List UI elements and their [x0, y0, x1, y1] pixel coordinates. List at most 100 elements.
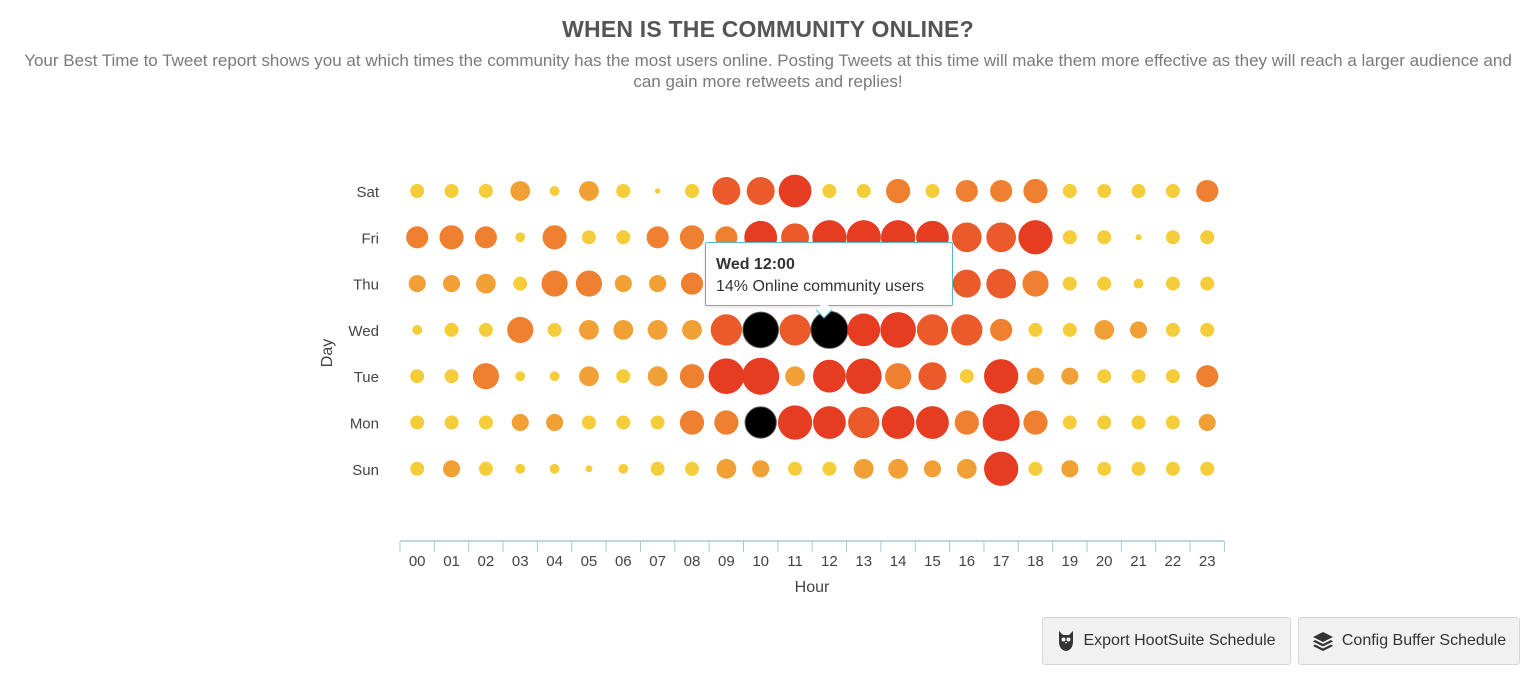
bubble-point[interactable]: [478, 461, 493, 476]
bubble-point[interactable]: [513, 276, 528, 291]
bubble-point[interactable]: [916, 314, 949, 346]
bubble-point[interactable]: [616, 184, 631, 198]
bubble-point[interactable]: [682, 320, 702, 340]
bubble-point[interactable]: [1198, 413, 1216, 432]
bubble-point[interactable]: [474, 226, 497, 249]
bubble-point[interactable]: [916, 406, 949, 439]
bubble-point[interactable]: [1028, 322, 1043, 337]
bubble-point[interactable]: [1097, 230, 1112, 245]
bubble-point[interactable]: [810, 310, 849, 349]
bubble-point[interactable]: [856, 184, 871, 198]
bubble-point[interactable]: [881, 406, 915, 439]
bubble-point[interactable]: [982, 404, 1020, 441]
bubble-point[interactable]: [654, 188, 661, 194]
bubble-point[interactable]: [410, 461, 425, 476]
bubble-point[interactable]: [1097, 415, 1112, 430]
bubble-point[interactable]: [581, 230, 596, 245]
bubble-point[interactable]: [549, 371, 560, 382]
bubble-point[interactable]: [444, 184, 459, 198]
bubble-point[interactable]: [616, 369, 631, 384]
bubble-point[interactable]: [616, 230, 631, 245]
bubble-point[interactable]: [685, 184, 699, 198]
bubble-point[interactable]: [1097, 184, 1112, 198]
bubble-point[interactable]: [885, 363, 912, 390]
bubble-point[interactable]: [880, 312, 916, 348]
bubble-point[interactable]: [778, 174, 812, 208]
bubble-point[interactable]: [954, 410, 979, 435]
bubble-point[interactable]: [923, 460, 942, 478]
bubble-point[interactable]: [472, 363, 499, 390]
bubble-point[interactable]: [1196, 365, 1219, 388]
bubble-point[interactable]: [885, 178, 911, 204]
bubble-point[interactable]: [507, 316, 534, 343]
bubble-point[interactable]: [1062, 322, 1077, 337]
bubble-point[interactable]: [986, 268, 1016, 299]
bubble-point[interactable]: [1022, 270, 1049, 297]
bubble-point[interactable]: [444, 415, 459, 430]
bubble-point[interactable]: [618, 463, 629, 474]
bubble-point[interactable]: [1165, 276, 1180, 291]
bubble-point[interactable]: [1061, 367, 1079, 385]
bubble-point[interactable]: [515, 232, 526, 243]
bubble-point[interactable]: [444, 322, 459, 337]
bubble-point[interactable]: [708, 358, 745, 395]
bubble-point[interactable]: [1097, 369, 1112, 384]
bubble-point[interactable]: [1131, 461, 1146, 476]
bubble-point[interactable]: [1094, 320, 1115, 340]
bubble-point[interactable]: [439, 225, 464, 250]
bubble-point[interactable]: [1200, 276, 1215, 291]
bubble-point[interactable]: [822, 461, 837, 476]
bubble-point[interactable]: [1028, 461, 1043, 476]
bubble-point[interactable]: [822, 184, 837, 198]
bubble-point[interactable]: [541, 270, 568, 297]
bubble-point[interactable]: [650, 415, 665, 430]
bubble-point[interactable]: [547, 322, 562, 337]
bubble-point[interactable]: [515, 371, 526, 382]
bubble-point[interactable]: [813, 359, 846, 393]
bubble-point[interactable]: [444, 369, 459, 384]
bubble-point[interactable]: [1165, 184, 1180, 198]
bubble-point[interactable]: [649, 275, 667, 293]
bubble-point[interactable]: [752, 460, 770, 478]
bubble-point[interactable]: [478, 322, 493, 337]
bubble-point[interactable]: [742, 311, 780, 349]
bubble-point[interactable]: [1131, 369, 1146, 384]
bubble-point[interactable]: [1200, 461, 1215, 476]
bubble-point[interactable]: [990, 318, 1013, 341]
bubble-point[interactable]: [412, 324, 423, 335]
bubble-point[interactable]: [847, 313, 881, 347]
bubble-point[interactable]: [712, 177, 741, 205]
bubble-point[interactable]: [410, 369, 425, 384]
bubble-point[interactable]: [581, 415, 596, 430]
bubble-point[interactable]: [579, 366, 599, 387]
bubble-point[interactable]: [990, 179, 1013, 203]
bubble-point[interactable]: [1097, 276, 1112, 291]
bubble-point[interactable]: [777, 405, 813, 440]
bubble-point[interactable]: [575, 270, 603, 297]
bubble-point[interactable]: [1062, 415, 1077, 430]
bubble-point[interactable]: [442, 275, 461, 293]
bubble-point[interactable]: [1026, 367, 1045, 385]
bubble-point[interactable]: [779, 314, 811, 346]
bubble-point[interactable]: [680, 272, 704, 295]
bubble-point[interactable]: [984, 359, 1019, 394]
bubble-point[interactable]: [951, 314, 983, 346]
bubble-point[interactable]: [742, 357, 780, 395]
bubble-point[interactable]: [746, 177, 775, 205]
bubble-point[interactable]: [647, 320, 668, 340]
bubble-point[interactable]: [408, 275, 426, 293]
bubble-point[interactable]: [848, 406, 880, 439]
bubble-point[interactable]: [1018, 220, 1053, 255]
bubble-point[interactable]: [614, 275, 632, 293]
export-hootsuite-schedule-button[interactable]: Export HootSuite Schedule: [1042, 617, 1291, 665]
bubble-point[interactable]: [952, 269, 981, 298]
bubble-point[interactable]: [679, 225, 705, 250]
bubble-point[interactable]: [1129, 321, 1148, 339]
config-buffer-schedule-button[interactable]: Config Buffer Schedule: [1298, 617, 1520, 665]
bubble-point[interactable]: [955, 179, 978, 203]
bubble-point[interactable]: [1061, 460, 1079, 478]
bubble-point[interactable]: [710, 314, 742, 346]
bubble-point[interactable]: [579, 320, 599, 340]
bubble-point[interactable]: [1165, 415, 1180, 430]
